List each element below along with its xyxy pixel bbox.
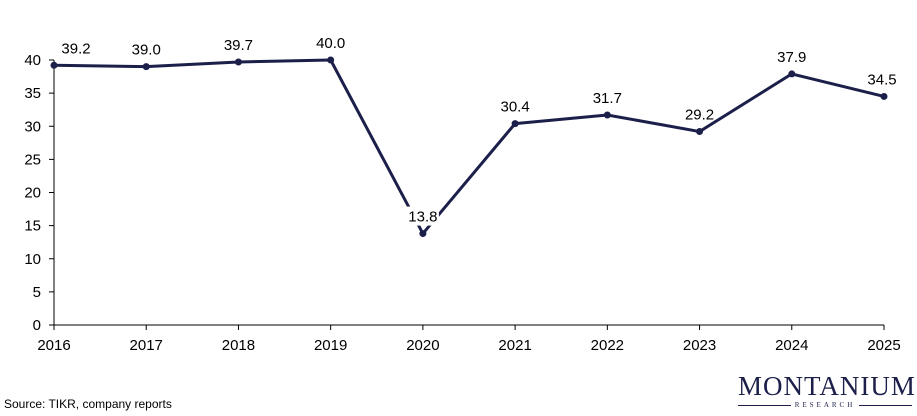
x-tick-label: 2020 xyxy=(406,337,439,354)
x-tick-label: 2016 xyxy=(37,337,70,354)
x-tick-label: 2023 xyxy=(683,337,716,354)
data-point xyxy=(419,230,427,238)
data-point xyxy=(234,58,242,66)
data-label: 29.2 xyxy=(685,107,714,124)
x-tick-label: 2017 xyxy=(130,337,163,354)
data-label: 31.7 xyxy=(593,90,622,107)
source-note: Source: TIKR, company reports xyxy=(4,397,172,411)
y-tick-label: 10 xyxy=(24,251,41,268)
x-tick-label: 2025 xyxy=(867,337,900,354)
data-label: 39.7 xyxy=(224,37,253,54)
montanium-logo: MONTANIUM RESEARCH xyxy=(738,371,916,409)
x-tick-label: 2022 xyxy=(591,337,624,354)
y-tick-label: 5 xyxy=(33,284,41,301)
y-tick-label: 35 xyxy=(24,85,41,102)
data-point xyxy=(327,56,335,64)
x-tick-label: 2024 xyxy=(775,337,808,354)
data-point xyxy=(511,120,519,128)
data-label: 39.2 xyxy=(61,40,90,57)
chart-series xyxy=(50,56,888,238)
data-label-bg xyxy=(406,206,439,226)
data-label: 37.9 xyxy=(777,49,806,66)
data-point xyxy=(880,92,888,100)
data-point xyxy=(696,128,704,136)
chart-data-labels: 39.2 39.0 39.7 40.0 13.8 30.4 31.7 29.2 37.9 34.5 xyxy=(61,35,897,226)
x-tick-label: 2019 xyxy=(314,337,347,354)
data-label: 39.0 xyxy=(132,42,161,59)
data-label: 13.8 xyxy=(408,209,437,226)
logo-subtitle: RESEARCH xyxy=(794,401,856,409)
data-point xyxy=(142,63,150,71)
logo-subtitle-row: RESEARCH xyxy=(738,401,912,409)
y-tick-label: 0 xyxy=(33,317,41,334)
x-tick-label: 2018 xyxy=(222,337,255,354)
data-point xyxy=(788,70,796,78)
logo-rule-left xyxy=(738,404,791,406)
logo-rule-right xyxy=(859,404,912,406)
y-tick-label: 15 xyxy=(24,218,41,235)
data-point xyxy=(50,61,58,69)
series-line xyxy=(53,58,885,236)
data-label: 30.4 xyxy=(501,99,530,116)
data-label: 40.0 xyxy=(316,35,345,52)
logo-wordmark: MONTANIUM xyxy=(738,371,916,401)
x-tick-label: 2021 xyxy=(498,337,531,354)
y-tick-label: 20 xyxy=(24,185,41,202)
y-tick-label: 40 xyxy=(24,52,41,69)
data-label: 34.5 xyxy=(867,71,896,88)
y-tick-label: 30 xyxy=(24,118,41,135)
y-tick-label: 25 xyxy=(24,151,41,168)
data-point xyxy=(603,111,611,119)
